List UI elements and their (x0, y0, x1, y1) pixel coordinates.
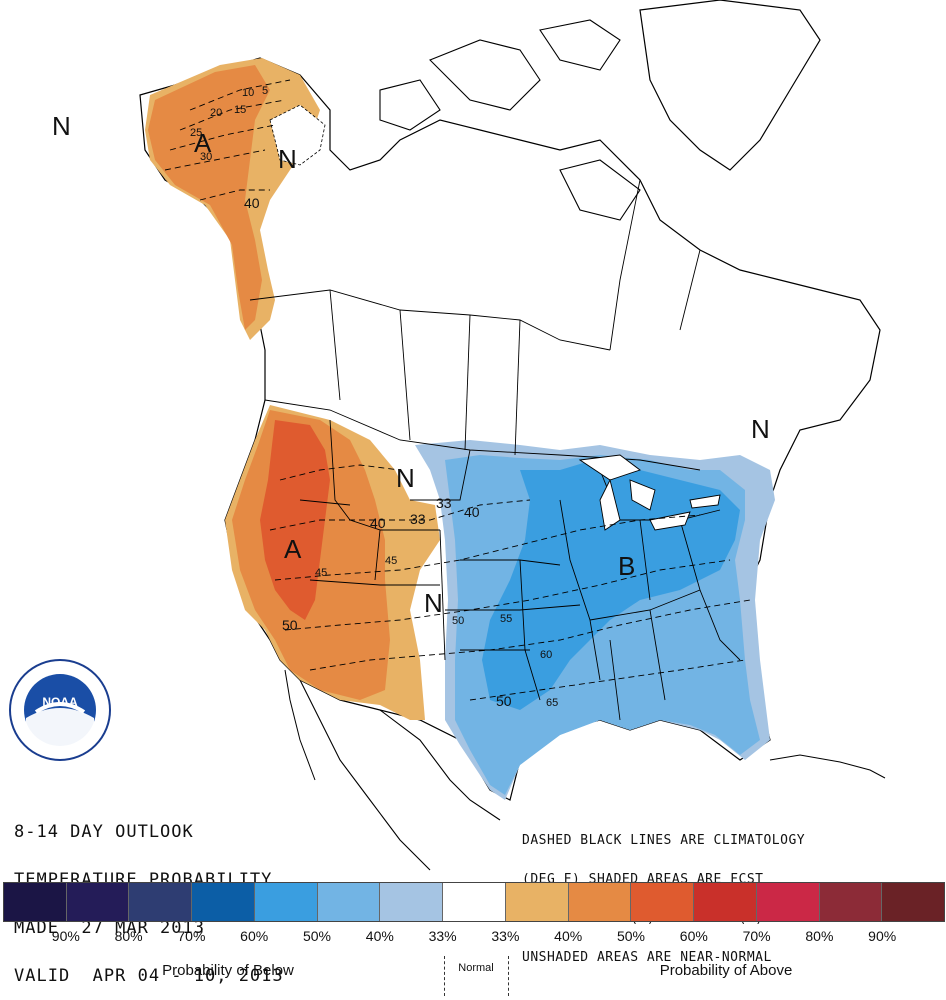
region-label: N (278, 144, 297, 174)
arctic-islands-outline (379, 19, 641, 221)
region-label: N (396, 463, 415, 493)
contour-label: 45 (385, 555, 397, 567)
title-line: 8-14 DAY OUTLOOK (14, 822, 194, 842)
percent-label: 90% (51, 928, 80, 944)
colorbar-swatch (568, 883, 632, 921)
contour-label: 40 (244, 195, 260, 211)
colorbar-swatch (505, 883, 569, 921)
normal-category-label: Normal (458, 962, 494, 974)
colorbar-swatch (129, 883, 193, 921)
colorbar-swatch (66, 883, 130, 921)
region-label: A (194, 128, 212, 158)
contour-label: 10 (242, 87, 254, 99)
probability-colorbar (3, 882, 945, 922)
percent-label: 70% (742, 928, 771, 944)
region-label: N (52, 111, 71, 141)
noaa-logo-icon: NOAA (9, 659, 111, 761)
contour-label: 15 (234, 104, 246, 116)
percent-label: 33% (428, 928, 457, 944)
contour-label: 40 (370, 515, 386, 531)
percent-label: 40% (365, 928, 394, 944)
percent-label: 40% (554, 928, 583, 944)
colorbar-swatch (631, 883, 695, 921)
colorbar-swatch (694, 883, 757, 921)
contour-label: 60 (540, 649, 552, 661)
percent-label: 33% (491, 928, 520, 944)
contour-label: 45 (315, 567, 327, 579)
cuba-outline (769, 754, 886, 779)
contour-label: 5 (262, 85, 268, 97)
mexico-outline (299, 679, 501, 871)
percent-label: 90% (868, 928, 897, 944)
baja-outline (284, 669, 316, 781)
contour-label: 33 (436, 495, 452, 511)
colorbar-swatch (882, 883, 945, 921)
below-category-label: Probability of Below (162, 962, 294, 979)
colorbar-swatch (443, 883, 506, 921)
percent-label: 50% (616, 928, 646, 944)
logo-text: NOAA (42, 695, 78, 709)
title-line: VALID APR 04 - 10, 2013 (14, 966, 284, 986)
contour-label: 65 (546, 697, 558, 709)
region-label: B (618, 551, 635, 581)
normal-divider-right (508, 956, 509, 996)
climatology-contours (164, 79, 751, 701)
percent-label: 80% (805, 928, 834, 944)
colorbar-swatch (4, 883, 67, 921)
alaska-near-normal-hatch (269, 104, 326, 166)
colorbar-swatch (819, 883, 883, 921)
normal-divider-left (444, 956, 445, 996)
greenland-outline (639, 0, 821, 171)
alaska-above-50 (148, 65, 270, 330)
contour-label: 25 (190, 127, 202, 139)
percent-label: 80% (114, 928, 143, 944)
outlook-map: A N N N N A B N 10 5 20 15 25 30 40 40 3… (52, 0, 886, 871)
colorbar-swatch (756, 883, 820, 921)
colorbar-swatch (254, 883, 318, 921)
region-label: A (284, 534, 302, 564)
colorbar-swatch (192, 883, 255, 921)
note-line: UNSHADED AREAS ARE NEAR-NORMAL (522, 950, 772, 965)
contour-label: 20 (210, 107, 222, 119)
colorbar-swatch (317, 883, 381, 921)
title-line: MADE 27 MAR 2013 (14, 918, 205, 938)
region-label: N (424, 588, 443, 618)
percent-label: 50% (302, 928, 332, 944)
contour-label: 55 (500, 613, 512, 625)
contour-label: 33 (410, 511, 426, 527)
note-line: DASHED BLACK LINES ARE CLIMATOLOGY (522, 833, 806, 848)
contour-label: 50 (496, 693, 512, 709)
region-label: N (751, 414, 770, 444)
colorbar-swatch (380, 883, 444, 921)
percent-label: 60% (679, 928, 708, 944)
percent-label: 60% (240, 928, 269, 944)
percent-label: 70% (177, 928, 206, 944)
contour-label: 50 (282, 617, 298, 633)
political-boundaries (249, 179, 741, 721)
contour-label: 30 (200, 151, 212, 163)
contour-label: 40 (464, 504, 480, 520)
above-category-label: Probability of Above (659, 962, 793, 979)
contour-label: 50 (452, 615, 464, 627)
west-above-60 (260, 420, 330, 620)
